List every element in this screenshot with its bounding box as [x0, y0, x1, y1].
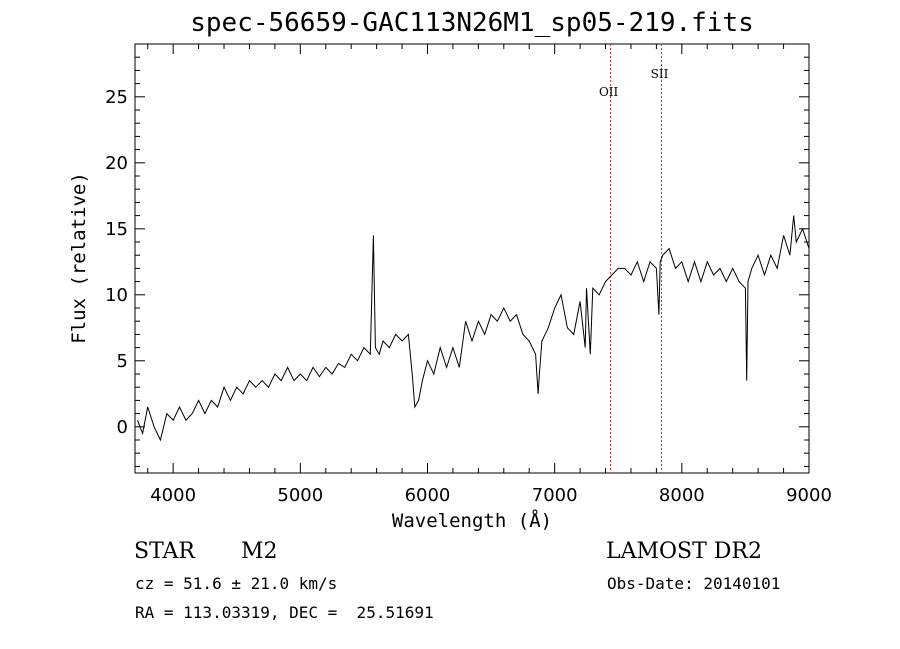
emission-line-markers: OII SII [599, 44, 669, 473]
star-class-label: STAR [134, 539, 195, 564]
x-tick-label: 5000 [277, 485, 323, 506]
y-tick-label: 20 [105, 153, 128, 174]
y-tick-label: 5 [117, 351, 128, 372]
axis-ticks [135, 44, 810, 473]
star-subclass-label: M2 [241, 539, 278, 564]
y-tick-label: 25 [105, 87, 128, 108]
coordinates-text: RA = 113.03319, DEC = 25.51691 [135, 603, 434, 622]
y-tick-label: 0 [117, 417, 128, 438]
axis-tick-labels: 4000 5000 6000 7000 8000 9000 0 5 10 15 20 25 [105, 87, 832, 506]
survey-label: LAMOST DR2 [606, 539, 762, 564]
x-tick-label: 7000 [532, 485, 578, 506]
y-tick-label: 15 [105, 219, 128, 240]
line-marker-label: OII [599, 85, 619, 99]
spectrum-line [137, 215, 810, 442]
line-marker-label: SII [651, 67, 669, 81]
x-tick-label: 8000 [659, 485, 705, 506]
velocity-text: cz = 51.6 ± 21.0 km/s [135, 574, 338, 593]
x-axis-label: Wavelength (Å) [391, 510, 553, 532]
x-tick-label: 6000 [405, 485, 451, 506]
plot-frame [134, 43, 810, 474]
chart-title: spec-56659-GAC113N26M1_sp05-219.fits [190, 8, 754, 38]
y-tick-label: 10 [105, 285, 128, 306]
x-tick-label: 9000 [786, 485, 832, 506]
x-tick-label: 4000 [150, 485, 196, 506]
obs-date-text: Obs-Date: 20140101 [607, 574, 781, 593]
y-axis-label: Flux (relative) [68, 172, 90, 344]
